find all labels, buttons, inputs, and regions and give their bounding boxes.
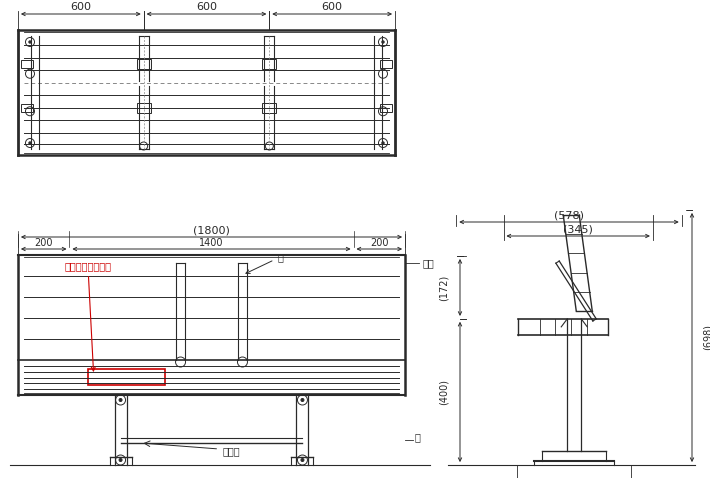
Text: 600: 600 <box>196 2 217 12</box>
Text: 600: 600 <box>70 2 92 12</box>
Circle shape <box>301 399 304 402</box>
Bar <box>87 369 165 385</box>
Text: (1800): (1800) <box>193 225 230 235</box>
Circle shape <box>382 142 384 144</box>
Bar <box>380 60 392 68</box>
Text: プレート（表面）: プレート（表面） <box>65 261 111 371</box>
Text: (400): (400) <box>439 379 449 405</box>
Circle shape <box>119 399 122 402</box>
Text: 脚: 脚 <box>415 432 421 442</box>
Bar <box>21 104 33 111</box>
Bar <box>380 104 392 111</box>
Text: 苘: 苘 <box>246 252 283 273</box>
Text: 1400: 1400 <box>200 238 224 248</box>
Text: (345): (345) <box>563 224 593 234</box>
Circle shape <box>301 458 304 461</box>
Bar <box>262 59 276 69</box>
Text: 上台: 上台 <box>423 258 435 268</box>
Text: 600: 600 <box>322 2 343 12</box>
Text: (172): (172) <box>439 274 449 301</box>
Circle shape <box>119 458 122 461</box>
Bar <box>136 59 151 69</box>
Circle shape <box>29 142 31 144</box>
Bar <box>21 60 33 68</box>
Text: (698): (698) <box>703 325 710 350</box>
Text: (578): (578) <box>554 210 584 220</box>
Bar <box>262 102 276 112</box>
Circle shape <box>382 41 384 43</box>
Text: 200: 200 <box>370 238 388 248</box>
Text: 200: 200 <box>35 238 53 248</box>
Text: 連結材: 連結材 <box>222 446 240 456</box>
Bar <box>136 102 151 112</box>
Circle shape <box>29 41 31 43</box>
